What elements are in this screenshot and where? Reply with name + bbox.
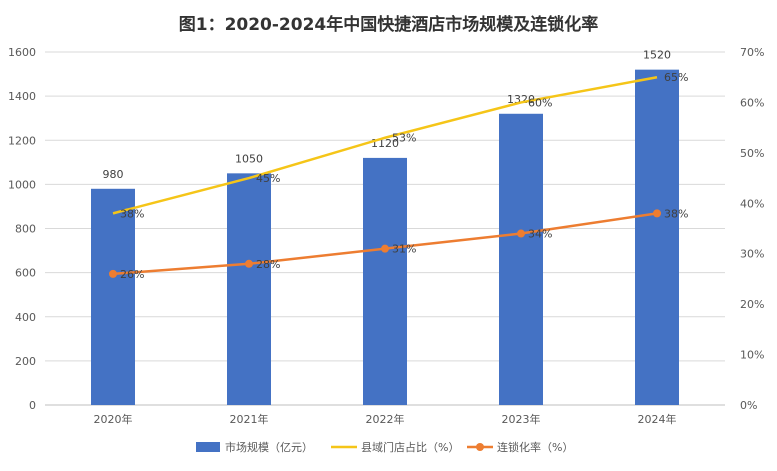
county-share-data-label: 45% bbox=[256, 172, 280, 185]
y-left-tick-label: 600 bbox=[15, 267, 36, 280]
chain-rate-point bbox=[245, 259, 253, 268]
chain-rate-point bbox=[517, 229, 525, 238]
bar-data-label: 1520 bbox=[643, 49, 671, 62]
bar bbox=[227, 173, 271, 405]
y-left-tick-label: 1000 bbox=[8, 178, 36, 191]
chain-rate-data-label: 38% bbox=[664, 207, 688, 220]
legend-label-market-size: 市场规模（亿元） bbox=[225, 440, 313, 454]
y-right-tick-label: 70% bbox=[740, 46, 764, 59]
y-right-tick-label: 10% bbox=[740, 349, 764, 362]
bar bbox=[91, 188, 135, 405]
chain-rate-point bbox=[381, 244, 389, 253]
bar bbox=[499, 113, 543, 406]
y-right-tick-label: 0% bbox=[740, 399, 757, 412]
y-left-tick-label: 1600 bbox=[8, 46, 36, 59]
county-share-data-label: 65% bbox=[664, 71, 688, 84]
y-left-tick-label: 400 bbox=[15, 311, 36, 324]
y-right-tick-label: 60% bbox=[740, 96, 764, 109]
bar bbox=[363, 157, 407, 405]
chain-rate-data-label: 26% bbox=[120, 268, 144, 281]
y-left-tick-label: 0 bbox=[29, 399, 36, 412]
chain-rate-data-label: 28% bbox=[256, 258, 280, 271]
x-tick-label: 2022年 bbox=[366, 412, 405, 426]
legend-marker-chain-rate bbox=[476, 443, 484, 451]
y-right-tick-label: 40% bbox=[740, 197, 764, 210]
x-tick-label: 2021年 bbox=[230, 412, 269, 426]
county-share-data-label: 38% bbox=[120, 207, 144, 220]
y-right-tick-label: 30% bbox=[740, 248, 764, 261]
legend-label-chain-rate: 连锁化率（%） bbox=[497, 440, 573, 454]
y-right-tick-label: 50% bbox=[740, 147, 764, 160]
chain-rate-data-label: 31% bbox=[392, 243, 416, 256]
chart-title: 图1：2020-2024年中国快捷酒店市场规模及连锁化率 bbox=[178, 15, 599, 35]
y-left-tick-label: 800 bbox=[15, 223, 36, 236]
y-right-tick-label: 20% bbox=[740, 298, 764, 311]
y-left-tick-label: 200 bbox=[15, 355, 36, 368]
y-left-tick-label: 1400 bbox=[8, 90, 36, 103]
x-tick-label: 2023年 bbox=[502, 412, 541, 426]
bar-data-label: 1050 bbox=[235, 152, 263, 165]
x-tick-label: 2020年 bbox=[94, 412, 133, 426]
x-tick-label: 2024年 bbox=[638, 412, 677, 426]
bar bbox=[635, 69, 679, 406]
y-left-tick-label: 1200 bbox=[8, 134, 36, 147]
chain-rate-point bbox=[653, 209, 661, 218]
county-share-data-label: 53% bbox=[392, 132, 416, 145]
bar-data-label: 1320 bbox=[507, 93, 535, 106]
legend-label-county-share: 县域门店占比（%） bbox=[361, 440, 459, 454]
chain-rate-data-label: 34% bbox=[528, 228, 552, 241]
bar-data-label: 980 bbox=[103, 168, 124, 181]
chain-rate-point bbox=[109, 269, 117, 278]
county-share-data-label: 60% bbox=[528, 96, 552, 109]
line-series-county-share bbox=[112, 75, 658, 215]
legend-swatch-bar bbox=[196, 442, 220, 452]
